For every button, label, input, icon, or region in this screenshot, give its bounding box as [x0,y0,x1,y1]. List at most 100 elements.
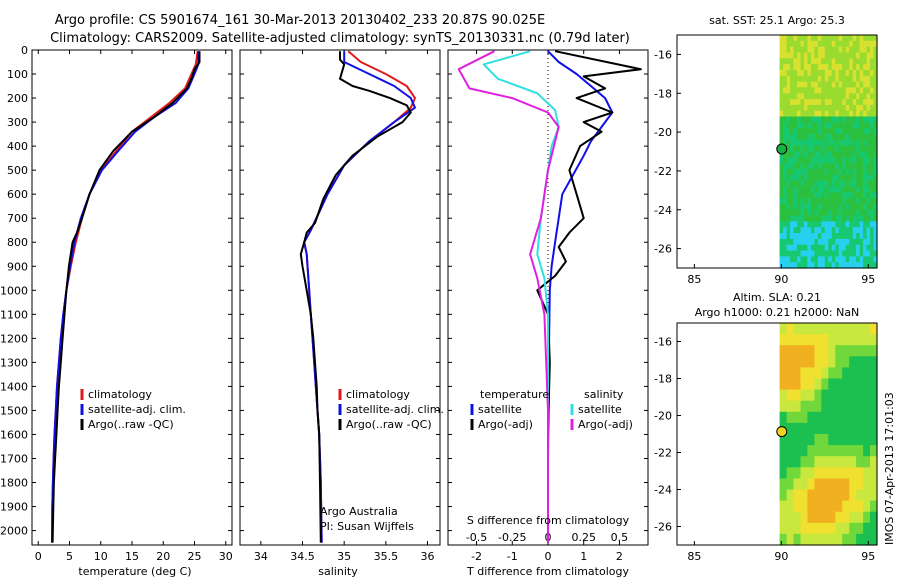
map-cell [821,434,829,446]
map-cell [845,122,850,129]
map-cell [859,75,864,83]
map-cell [817,122,822,129]
map-cell [783,157,788,164]
map-cell [779,58,784,65]
map-cell [845,134,850,141]
map-cell [866,192,871,199]
map-cell [828,110,833,118]
map-cell [824,116,829,123]
map-cell [793,186,798,193]
map-cell [807,122,812,129]
map-cell [828,75,833,83]
map-cell [821,99,826,106]
map-cell [786,238,791,246]
map-cell [821,81,826,88]
map-cell [814,456,822,468]
map-cell [831,221,836,228]
map-cell [810,262,815,269]
legend-label: satellite-adj. clim. [346,403,444,416]
map-cell [828,522,836,535]
y-tick-label: 700 [7,212,28,225]
map-cell [821,203,826,211]
map-cell [824,122,829,129]
map-cell [814,400,822,413]
map-cell [828,139,833,147]
map-cell [863,157,868,164]
map-cell [810,35,815,42]
map-cell [800,250,805,257]
legend-label: climatology [346,388,410,401]
map-cell [779,93,784,100]
map-cell [831,227,836,234]
map-cell [828,209,833,217]
map-cell [800,356,809,368]
map-cell [800,478,809,491]
map-cell [856,192,861,199]
map-cell [786,262,791,269]
map-cell [817,198,822,205]
map-cell [807,389,815,402]
map-cell [807,478,815,491]
map-cell [814,198,819,205]
map-cell [831,139,836,147]
map-cell [817,110,822,118]
map-cell [786,244,791,252]
map-cell [800,145,805,153]
map-cell [859,110,864,118]
map-cell [863,93,868,100]
map-cell [814,422,822,435]
map-cell [863,145,868,153]
y-tick-label: -24 [654,484,672,497]
map-cell [873,70,878,77]
map-cell [866,122,871,129]
map-cell [863,116,868,123]
map-cell [859,151,864,158]
map-cell [870,75,875,83]
series-line-black [51,51,201,543]
map-cell [824,157,829,164]
map-cell [838,81,843,88]
y-tick-label: 1000 [0,284,28,297]
map-cell [870,116,875,123]
x-tick-label: 30 [219,550,233,563]
map-cell [797,163,802,170]
map-cell [828,180,833,187]
map-cell [835,478,843,491]
map-cell [849,52,854,59]
map-cell [821,227,826,234]
series-line-black [299,51,412,543]
map-cell [838,58,843,65]
map-cell [786,533,795,546]
map-cell [800,35,805,42]
map-cell [779,522,788,535]
map-cell [838,203,843,211]
map-cell [807,180,812,187]
map-cell [852,256,857,263]
map-cell [779,378,788,391]
map-cell [835,169,840,176]
map-cell [797,244,802,252]
map-cell [804,104,809,112]
map-cell [817,151,822,158]
map-cell [797,221,802,228]
x-tick-label: 85 [687,550,701,563]
map-cell [849,489,857,502]
map-cell [824,35,829,42]
map-cell [800,64,805,71]
map-cell [870,99,875,106]
map-cell [800,215,805,222]
map-cell [835,87,840,94]
map-cell [831,134,836,141]
map-cell [783,99,788,106]
s-tick-label: 0.5 [611,531,629,544]
map-cell [863,151,868,158]
map-cell [838,157,843,164]
map-cell [831,174,836,182]
map-cell [807,522,815,535]
map-cell [842,533,850,546]
y-tick-label: 900 [7,260,28,273]
map-cell [842,145,847,153]
map-cell [828,221,833,228]
map-cell [779,122,784,129]
